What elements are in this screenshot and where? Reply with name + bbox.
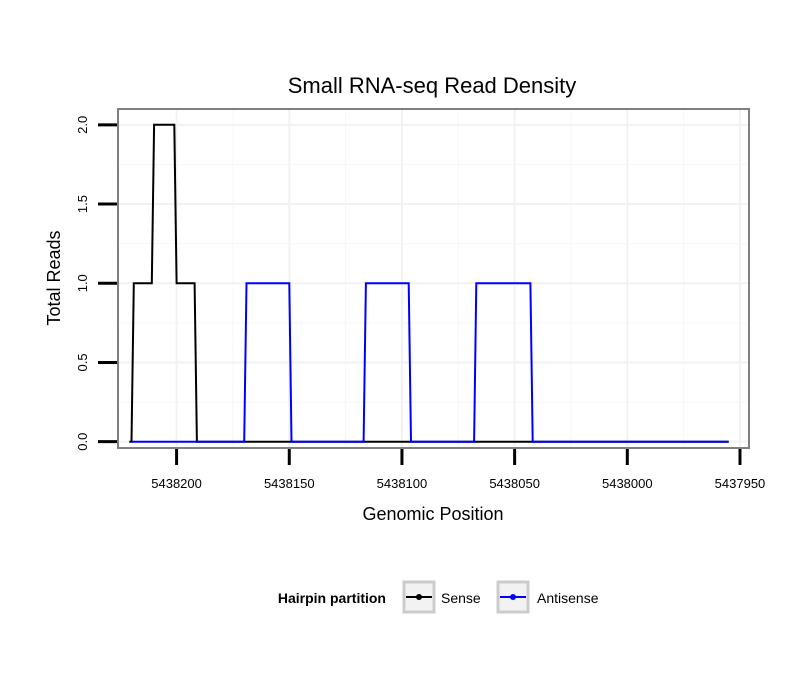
y-tick-label: 2.0 (75, 116, 90, 134)
series-line-antisense (131, 282, 729, 443)
y-axis: 0.0 0.5 1.0 1.5 2.0 (75, 116, 117, 451)
x-tick-label: 5438200 (151, 476, 202, 491)
x-tick-label: 5438000 (602, 476, 653, 491)
y-tick-label: 0.0 (75, 433, 90, 451)
series-layer (129, 123, 729, 443)
y-tick-label: 1.5 (75, 195, 90, 213)
legend-marker-sense (416, 594, 422, 600)
plot-panel (117, 108, 750, 449)
x-tick-label: 5438100 (377, 476, 428, 491)
legend: Hairpin partition Sense Antisense (278, 580, 599, 614)
x-axis: 5438200 5438150 5438100 5438050 5438000 54379… (151, 449, 765, 491)
legend-marker-antisense (510, 594, 516, 600)
x-tick-label: 5438150 (264, 476, 315, 491)
y-tick-label: 1.0 (75, 274, 90, 292)
y-axis-label: Total Reads (44, 230, 64, 325)
plot-background (118, 109, 749, 448)
y-tick-label: 0.5 (75, 353, 90, 371)
legend-title: Hairpin partition (278, 590, 386, 606)
plot-border (117, 108, 750, 449)
x-tick-label: 5438050 (489, 476, 540, 491)
chart-title: Small RNA-seq Read Density (288, 73, 577, 98)
x-tick-label: 5437950 (715, 476, 766, 491)
x-axis-label: Genomic Position (362, 504, 503, 524)
legend-item-antisense: Antisense (496, 580, 599, 614)
legend-label-sense: Sense (441, 590, 481, 606)
legend-item-sense: Sense (402, 580, 481, 614)
legend-label-antisense: Antisense (537, 590, 599, 606)
